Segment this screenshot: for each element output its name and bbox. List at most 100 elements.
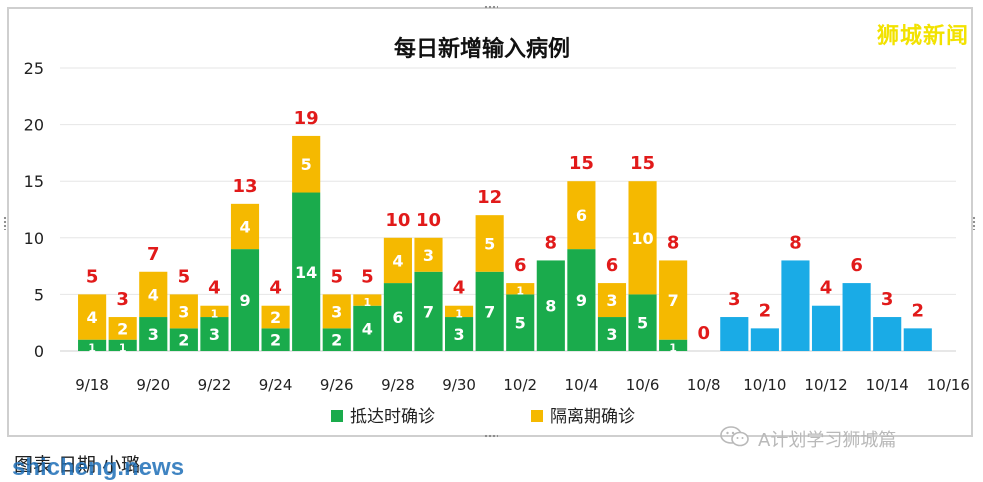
- bar-total-label: 15: [630, 153, 655, 174]
- x-tick-label: 9/26: [320, 376, 354, 394]
- bar-arrival-label: 1: [119, 341, 127, 354]
- bar-total-label: 5: [178, 266, 191, 287]
- bar-quarantine-label: 5: [301, 155, 312, 174]
- bar-total-label: 8: [545, 232, 558, 253]
- bar-quarantine: [567, 181, 596, 250]
- bar-arrival-label: 1: [669, 341, 677, 354]
- bar-quarantine: [659, 260, 688, 340]
- bar-total-label: 4: [208, 278, 221, 299]
- bar-quarantine-label: 10: [631, 229, 653, 248]
- y-tick-label: 20: [24, 116, 44, 135]
- bar-quarantine: [200, 305, 229, 318]
- bar-arrival: [108, 339, 137, 351]
- bar-arrival: [628, 294, 657, 351]
- bar-total-label: 8: [789, 232, 802, 253]
- x-tick-label: 9/28: [381, 376, 415, 394]
- bar-arrival-label: 3: [454, 325, 465, 344]
- bar-quarantine-label: 3: [178, 302, 189, 321]
- bar-total-label: 13: [232, 176, 257, 197]
- bar-recent: [811, 305, 841, 351]
- bar-recent: [781, 260, 810, 351]
- bar-quarantine: [414, 237, 443, 272]
- x-tick-label: 9/24: [259, 376, 293, 394]
- bar-quarantine: [292, 135, 321, 193]
- resize-handle-bottom[interactable]: [484, 434, 498, 438]
- bar-quarantine-label: 1: [211, 307, 219, 320]
- bar-arrival: [506, 294, 535, 351]
- wechat-source-tag: A计划学习狮城篇: [720, 422, 896, 456]
- bar-total-label: 19: [294, 108, 319, 129]
- caption-area: 图表 日期 小璐 shicheng.news: [0, 440, 983, 482]
- bar-total-label: 8: [667, 232, 680, 253]
- bar-total-label: 3: [116, 289, 129, 310]
- bar-arrival-label: 2: [331, 331, 342, 350]
- legend-label-quarantine: 隔离期确诊: [550, 407, 635, 427]
- x-tick-label: 10/6: [626, 376, 660, 394]
- bar-arrival: [169, 328, 198, 351]
- bar-arrival: [475, 271, 504, 351]
- bar-quarantine-label: 4: [87, 308, 98, 327]
- bar-quarantine-label: 3: [423, 246, 434, 265]
- bar-arrival-label: 3: [606, 325, 617, 344]
- bar-quarantine-label: 3: [331, 302, 342, 321]
- resize-handle-top[interactable]: [484, 5, 498, 9]
- bar-total-label: 7: [147, 244, 160, 265]
- bar-arrival-label: 3: [209, 325, 220, 344]
- bar-quarantine-label: 4: [239, 217, 250, 236]
- bar-quarantine-label: 1: [364, 296, 372, 309]
- bar-total-label: 4: [269, 278, 282, 299]
- bar-quarantine: [383, 237, 412, 284]
- site-watermark: shicheng.news: [12, 454, 185, 481]
- x-tick-label: 10/2: [503, 376, 537, 394]
- bar-total-label: 10: [385, 210, 410, 231]
- resize-handle-left[interactable]: [3, 216, 7, 230]
- bar-quarantine-label: 1: [516, 285, 524, 298]
- x-tick-label: 9/20: [136, 376, 170, 394]
- bar-total-label: 5: [330, 266, 343, 287]
- bar-arrival: [353, 305, 382, 351]
- bar-total-label: 3: [728, 289, 741, 310]
- bar-arrival: [78, 339, 107, 351]
- x-tick-label: 10/8: [687, 376, 721, 394]
- bar-quarantine-label: 4: [392, 251, 403, 270]
- bar-arrival-label: 5: [515, 314, 526, 333]
- bar-quarantine: [261, 305, 290, 329]
- bar-total-label: 6: [850, 255, 863, 276]
- bar-quarantine: [597, 283, 627, 318]
- bar-arrival-label: 9: [576, 291, 587, 310]
- data-labels: 1451233472353149413224145192354156410731…: [86, 108, 924, 354]
- legend: 抵达时确诊 隔离期确诊: [331, 407, 635, 427]
- bar-arrival-label: 7: [484, 302, 495, 321]
- bar-quarantine-label: 7: [668, 291, 679, 310]
- bar-arrival: [230, 249, 260, 351]
- bar-arrival: [659, 339, 688, 351]
- bar-total-label: 10: [416, 210, 441, 231]
- bar-total-label: 6: [606, 255, 619, 276]
- bar-recent: [903, 328, 932, 351]
- y-tick-label: 0: [34, 342, 44, 361]
- bar-total-label: 0: [697, 323, 710, 344]
- bar-arrival: [445, 317, 474, 351]
- chart-title: 每日新增输入病例: [394, 36, 570, 62]
- x-tick-label: 10/16: [927, 376, 970, 394]
- bar-arrival: [536, 260, 565, 351]
- bar-arrival-label: 6: [392, 308, 403, 327]
- bar-arrival: [567, 249, 596, 351]
- y-tick-label: 10: [24, 229, 44, 248]
- legend-swatch-quarantine: [531, 410, 543, 422]
- bar-quarantine: [628, 181, 657, 295]
- bar-arrival-label: 9: [239, 291, 250, 310]
- resize-handle-right[interactable]: [972, 216, 976, 230]
- bar-total-label: 4: [453, 278, 466, 299]
- bar-total-label: 12: [477, 187, 502, 208]
- bar-quarantine-label: 2: [270, 308, 281, 327]
- x-tick-label: 10/14: [866, 376, 909, 394]
- caption-text: 图表 日期 小璐: [14, 454, 141, 476]
- bar-arrival: [200, 317, 229, 351]
- bar-arrival: [414, 271, 443, 351]
- bar-total-label: 3: [881, 289, 894, 310]
- bar-quarantine-label: 3: [606, 291, 617, 310]
- bar-recent: [750, 328, 779, 351]
